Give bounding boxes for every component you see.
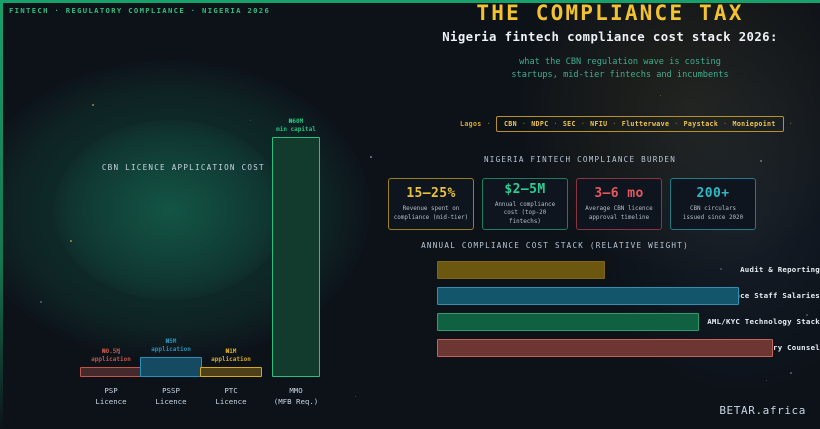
licence-bar-mmo	[272, 137, 320, 377]
page-lede-line-1: what the CBN regulation wave is costing	[519, 57, 721, 67]
licence-axis-tick-line-1: PSP	[104, 386, 118, 395]
kpi-label: Annual compliance cost (top-20 fintechs)	[483, 201, 567, 226]
decorative-speck	[370, 156, 372, 158]
stack-chart-row: Audit & Reporting	[0, 260, 820, 282]
licence-bar-value-note: application	[151, 346, 191, 353]
page-lede: what the CBN regulation wave is costing …	[420, 56, 820, 82]
chip-separator: ·	[674, 120, 679, 128]
chip-lead-separator: ·	[486, 120, 491, 128]
licence-axis-tick: PSP Licence	[66, 386, 156, 407]
decorative-speck	[766, 380, 768, 382]
chip-separator: ·	[521, 120, 527, 128]
licence-axis-tick: PTC Licence	[186, 386, 276, 407]
kpi-value: 200+	[696, 186, 730, 202]
chip-ndpc[interactable]: NDPC	[531, 120, 549, 128]
chip-nfiu[interactable]: NFIU	[590, 120, 608, 128]
stack-chart-row: AML/KYC Technology Stack	[0, 312, 820, 334]
licence-axis-tick-line-2: Licence	[155, 396, 187, 406]
chip-separator: ·	[723, 120, 728, 128]
left-accent-rule	[0, 0, 3, 429]
chip-trailing-separator: ·	[788, 120, 794, 128]
chip-separator: ·	[580, 120, 586, 128]
licence-bar-psp	[80, 367, 142, 377]
licence-cost-chart: ₦0.5M application PSP Licence ₦5M application…	[0, 0, 350, 429]
page-lede-line-2: startups, mid-tier fintechs and incumben…	[511, 70, 729, 80]
kpi-label-line-2: approval timeline	[588, 214, 650, 221]
kpi-label-line-2: compliance (mid-tier)	[393, 214, 469, 221]
kpi-section-caption: NIGERIA FINTECH COMPLIANCE BURDEN	[483, 155, 677, 164]
chip-sec[interactable]: SEC	[562, 120, 576, 128]
chip-paystack[interactable]: Paystack	[683, 120, 719, 128]
kpi-card-row: 15–25% Revenue spent on compliance (mid-ti…	[388, 178, 756, 230]
decorative-speck	[790, 372, 792, 374]
chip-moniepoint[interactable]: Moniepoint	[732, 120, 776, 128]
chip-flutterwave[interactable]: Flutterwave	[621, 120, 670, 128]
licence-bar-value-note: min capital	[276, 126, 316, 133]
kpi-label-line-1: Average CBN licence	[585, 206, 653, 213]
stack-bar	[437, 339, 773, 357]
licence-bar-value-label: ₦60M min capital	[260, 118, 332, 134]
page-title: THE COMPLIANCE TAX	[476, 1, 744, 25]
licence-bar-value: ₦1M	[225, 348, 237, 355]
licence-axis-tick-line-2: Licence	[95, 396, 127, 406]
kpi-card-1: 15–25% Revenue spent on compliance (mid-ti…	[388, 178, 474, 230]
chip-separator: ·	[553, 120, 558, 128]
kpi-label-line-1: CBN circulars	[689, 206, 737, 213]
compliance-stack-chart: Audit & Reporting Compliance Staff Salari…	[0, 260, 820, 364]
kpi-label-line-1: Annual compliance	[494, 201, 556, 208]
licence-axis-tick: PSSP Licence	[126, 386, 216, 407]
licence-bar-ptc	[200, 367, 262, 377]
licence-bar-value-label: ₦0.5M application	[68, 348, 154, 364]
kpi-card-4: 200+ CBN circulars issued since 2020	[670, 178, 756, 230]
chip-group: CBN · NDPC · SEC · NFIU · Flutterwave · Paystack · M…	[495, 116, 784, 132]
kpi-label: Revenue spent on compliance (mid-tier)	[391, 205, 471, 222]
licence-bar-value-label: ₦1M application	[188, 348, 274, 364]
top-accent-rule	[0, 0, 820, 3]
licence-axis-tick-line-2: (MFB Req.)	[273, 396, 319, 406]
stack-bar-label: Compliance Staff Salaries	[702, 291, 820, 300]
licence-axis-tick-line-1: MMO	[289, 386, 303, 395]
brand-wordmark: BETAR.africa	[719, 404, 806, 417]
kpi-label: Average CBN licence approval timeline	[582, 205, 655, 222]
licence-axis-tick-line-2: Licence	[215, 396, 247, 406]
stack-bar	[437, 261, 605, 279]
licence-bar-value-note: application	[91, 356, 131, 363]
kpi-value: 15–25%	[406, 186, 456, 202]
page-subtitle: Nigeria fintech compliance cost stack 20…	[442, 30, 778, 44]
stack-bar	[437, 313, 700, 331]
licence-bar-value: ₦60M	[288, 118, 304, 125]
chip-lead-label: Lagos	[460, 120, 482, 128]
licence-axis-tick-line-1: PTC	[224, 386, 238, 395]
kpi-value: $2–5M	[504, 181, 546, 197]
licence-bar-value: ₦5M	[165, 338, 177, 345]
kpi-card-3: 3–6 mo Average CBN licence approval timeli…	[576, 178, 662, 230]
licence-axis-tick-line-1: PSSP	[162, 386, 180, 395]
licence-chart-caption: CBN LICENCE APPLICATION COST (₦)	[101, 163, 289, 172]
licence-bar-value-label: ₦5M application	[128, 338, 214, 354]
decorative-speck	[355, 396, 357, 398]
licence-bar-value: ₦0.5M	[101, 348, 121, 355]
kpi-label-line-2: issued since 2020	[682, 214, 744, 221]
stack-chart-row: Legal & Regulatory Counsel	[0, 338, 820, 360]
kpi-value: 3–6 mo	[594, 186, 644, 202]
decorative-speck	[660, 95, 662, 97]
stack-bar-label: Audit & Reporting	[740, 265, 820, 274]
eyebrow-kicker: FINTECH · REGULATORY COMPLIANCE · NIGERI…	[9, 6, 271, 15]
licence-bar-value-note: application	[211, 356, 251, 363]
kpi-label-line-1: Revenue spent on	[402, 206, 460, 213]
kpi-label: CBN circulars issued since 2020	[680, 205, 746, 222]
stack-chart-row: Compliance Staff Salaries	[0, 286, 820, 308]
chip-separator: ·	[612, 120, 617, 128]
kpi-label-line-2: cost (top-20 fintechs)	[503, 210, 547, 225]
chip-cbn[interactable]: CBN	[503, 120, 517, 128]
kpi-card-2: $2–5M Annual compliance cost (top-20 finte…	[482, 178, 568, 230]
entity-chip-strip: Lagos · CBN · NDPC · SEC · NFIU · Flutterwave · Pa…	[460, 116, 793, 132]
stack-chart-caption: ANNUAL COMPLIANCE COST STACK (RELATIVE W…	[421, 241, 689, 250]
stack-bar	[437, 287, 740, 305]
licence-axis-tick: MMO (MFB Req.)	[258, 386, 334, 407]
stack-bar-label: AML/KYC Technology Stack	[707, 317, 820, 326]
